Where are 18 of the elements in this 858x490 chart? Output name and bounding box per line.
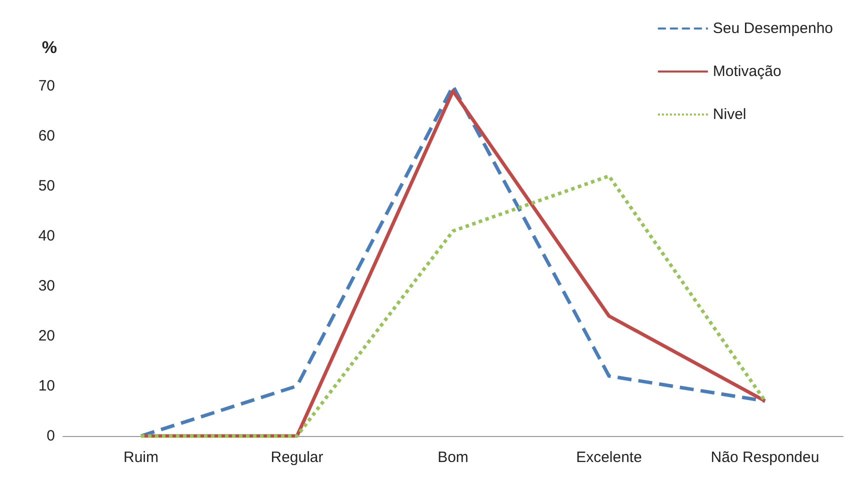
- y-tick-label: 60: [38, 128, 55, 144]
- x-tick-label: Bom: [438, 449, 468, 466]
- x-tick-label: Não Respondeu: [710, 449, 820, 466]
- y-tick-label: 10: [38, 378, 55, 394]
- legend-label: Motivação: [712, 63, 782, 80]
- x-tick-label: Regular: [270, 449, 324, 466]
- y-tick-label: 50: [38, 178, 55, 194]
- y-tick-label: 70: [38, 78, 55, 94]
- x-tick-label: Excelente: [576, 449, 642, 466]
- legend-label: Nivel: [712, 106, 746, 123]
- line-series: [139, 174, 767, 438]
- legend-label: Seu Desempenho: [712, 20, 834, 37]
- y-tick-label: 40: [38, 228, 55, 244]
- y-tick-label: 0: [46, 428, 55, 444]
- y-tick-label: 30: [38, 278, 55, 294]
- x-tick-label: Ruim: [123, 449, 159, 466]
- y-axis-title: %: [42, 38, 57, 57]
- y-tick-label: 20: [38, 328, 55, 344]
